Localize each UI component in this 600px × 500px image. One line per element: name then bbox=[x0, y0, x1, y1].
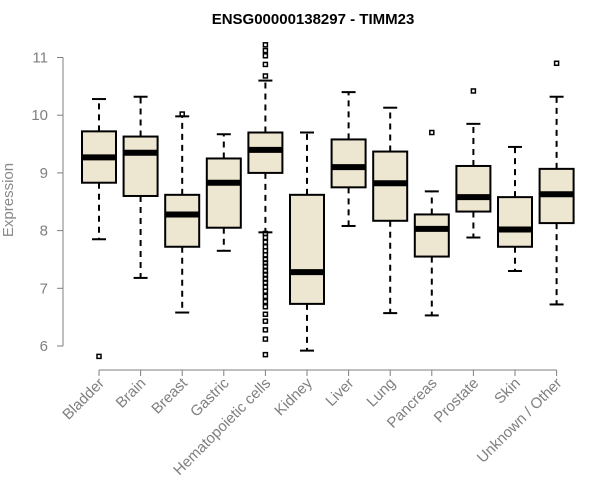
y-axis-label: Expression bbox=[0, 163, 17, 237]
box-group bbox=[122, 95, 159, 279]
box-group bbox=[81, 98, 117, 360]
y-tick-label: 6 bbox=[40, 338, 48, 355]
iqr-box bbox=[455, 164, 492, 213]
x-tick-label: Prostate bbox=[431, 375, 483, 427]
outlier-point bbox=[262, 239, 269, 245]
outlier-point bbox=[470, 88, 477, 94]
outlier-point bbox=[262, 42, 269, 48]
iqr-box bbox=[413, 213, 450, 258]
outlier-point bbox=[262, 73, 269, 79]
x-tick-label: Bladder bbox=[59, 375, 108, 424]
chart-title: ENSG00000138297 - TIMM23 bbox=[212, 11, 415, 28]
y-tick-label: 10 bbox=[31, 107, 48, 124]
outlier-point bbox=[262, 61, 269, 68]
y-tick-label: 9 bbox=[40, 165, 48, 182]
outlier-point bbox=[262, 263, 269, 270]
y-tick-label: 8 bbox=[40, 223, 48, 240]
outlier-point bbox=[262, 288, 269, 294]
box-group bbox=[164, 111, 201, 314]
iqr-box bbox=[205, 157, 242, 229]
outlier-point bbox=[262, 351, 269, 358]
outlier-point bbox=[429, 129, 435, 136]
box-group bbox=[247, 42, 284, 358]
iqr-box bbox=[330, 138, 367, 189]
iqr-box bbox=[122, 135, 159, 197]
y-tick-label: 11 bbox=[32, 50, 48, 67]
x-tick-label: Liver bbox=[322, 375, 357, 410]
outlier-point bbox=[262, 336, 269, 342]
outlier-point bbox=[553, 60, 560, 67]
y-tick-label: 7 bbox=[40, 280, 48, 297]
outlier-point bbox=[262, 298, 269, 305]
plot-area bbox=[81, 42, 575, 360]
outlier-point bbox=[262, 304, 269, 310]
box-group bbox=[205, 133, 242, 252]
iqr-box bbox=[164, 193, 201, 248]
outlier-point bbox=[262, 271, 269, 278]
box-group bbox=[330, 91, 367, 227]
iqr-box bbox=[289, 193, 325, 305]
outlier-point bbox=[262, 293, 269, 300]
outlier-point bbox=[262, 311, 269, 318]
box-group bbox=[289, 131, 325, 352]
box-group bbox=[413, 129, 450, 317]
outlier-point bbox=[262, 252, 269, 258]
iqr-box bbox=[497, 196, 533, 248]
outlier-point bbox=[262, 53, 269, 59]
outlier-point bbox=[262, 234, 269, 241]
box-group bbox=[455, 88, 492, 239]
x-tick-label: Skin bbox=[491, 375, 524, 408]
outlier-point bbox=[262, 327, 269, 333]
x-tick-label: Brain bbox=[113, 375, 150, 412]
x-tick-label: Lung bbox=[363, 375, 399, 411]
outlier-point bbox=[262, 279, 269, 286]
box-group bbox=[372, 106, 409, 315]
outlier-point bbox=[262, 318, 269, 324]
outlier-point bbox=[262, 47, 269, 54]
box-group bbox=[538, 60, 575, 306]
outlier-point bbox=[96, 353, 102, 360]
box-group bbox=[497, 145, 533, 272]
x-tick-label: Kidney bbox=[271, 374, 316, 419]
outlier-point bbox=[179, 111, 185, 117]
x-tick-label: Breast bbox=[148, 374, 191, 417]
